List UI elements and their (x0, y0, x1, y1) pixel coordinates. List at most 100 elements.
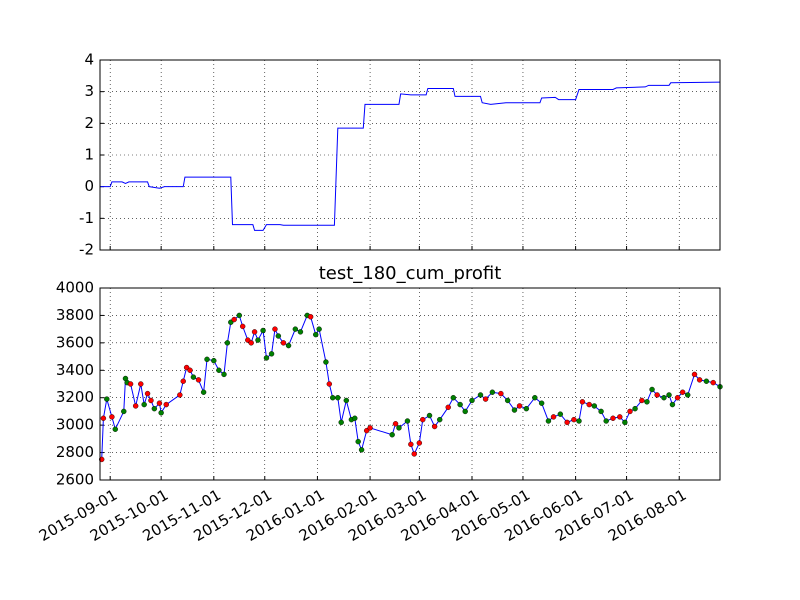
data-point (195, 377, 202, 383)
data-point (330, 395, 336, 401)
data-point (450, 395, 457, 401)
subplot: -2 -1 0 1 2 3 4 (79, 51, 721, 259)
y-tick-label: 3200 (56, 388, 94, 406)
data-point (504, 397, 511, 404)
data-point (445, 404, 451, 411)
data-point (148, 397, 154, 404)
data-point (610, 415, 616, 421)
y-tick-label: -1 (79, 209, 94, 227)
data-point (571, 416, 577, 423)
data-point (144, 390, 151, 397)
data-point (335, 395, 341, 401)
data-point (477, 392, 484, 398)
y-tick-label: 0 (84, 177, 94, 195)
data-point (649, 386, 655, 393)
data-point (280, 340, 287, 346)
data-point (297, 329, 304, 335)
data-point (404, 418, 411, 424)
data-point (109, 414, 115, 420)
subplot: 260028003000320034003600380040002015-09-… (36, 263, 723, 545)
data-point (696, 377, 703, 383)
data-point (158, 410, 164, 416)
data-point (292, 326, 299, 332)
data-point (691, 371, 698, 378)
data-point (462, 408, 468, 415)
data-point (358, 447, 365, 453)
data-point (703, 378, 710, 384)
data-point (211, 357, 217, 364)
axes-frame (99, 59, 721, 251)
data-point (307, 314, 314, 320)
data-point (586, 401, 592, 408)
data-point (408, 441, 414, 448)
y-tick-label: 3000 (56, 416, 94, 434)
y-tick-label: 2600 (56, 471, 94, 489)
data-point (260, 327, 266, 334)
data-point (392, 421, 399, 427)
data-point (151, 405, 158, 412)
data-point (674, 395, 681, 401)
data-point (661, 395, 667, 401)
data-point (138, 381, 144, 387)
data-point (538, 400, 545, 406)
data-point (579, 399, 586, 405)
data-point (666, 392, 672, 398)
data-point (248, 340, 254, 346)
data-point (263, 355, 270, 361)
data-point (511, 407, 518, 413)
data-point (617, 414, 623, 420)
data-point (576, 418, 582, 424)
data-point (437, 416, 443, 423)
data-point (104, 396, 110, 402)
data-point (389, 432, 395, 438)
data-point (564, 419, 570, 426)
data-point (420, 416, 426, 423)
data-point (603, 418, 609, 424)
data-point (639, 397, 645, 404)
data-point (654, 392, 660, 398)
data-point (598, 408, 604, 415)
data-point (231, 316, 237, 323)
y-tick-label: 3400 (56, 361, 94, 379)
data-point (326, 381, 333, 387)
data-point (268, 351, 275, 357)
y-tick-label: 1 (84, 146, 94, 164)
data-point (187, 367, 193, 373)
chart-title: test_180_cum_profit (319, 263, 502, 284)
data-point (489, 389, 496, 395)
data-point (523, 405, 530, 412)
data-point (355, 438, 361, 445)
data-point (482, 396, 489, 402)
data-point (396, 425, 402, 431)
data-point (416, 440, 423, 446)
data-point (557, 411, 564, 417)
data-point (221, 371, 227, 378)
data-point (180, 378, 186, 384)
y-tick-label: 4000 (56, 279, 94, 297)
data-point (255, 337, 261, 343)
y-tick-label: 3600 (56, 333, 94, 351)
data-point (685, 392, 691, 398)
data-point (316, 326, 322, 332)
data-point (141, 401, 147, 408)
data-point (644, 399, 650, 405)
data-point (469, 397, 475, 404)
data-point (591, 403, 598, 409)
data-point (550, 414, 557, 420)
data-point (190, 374, 197, 380)
data-point (275, 333, 282, 339)
y-tick-label: 3800 (56, 306, 94, 324)
data-point (236, 312, 242, 319)
data-point (224, 340, 231, 346)
data-point (632, 405, 638, 412)
data-point (367, 425, 373, 431)
data-point (498, 390, 504, 397)
data-line (100, 81, 721, 231)
y-tick-label: 3 (84, 82, 94, 100)
data-point (457, 401, 463, 408)
y-tick-label: 2800 (56, 443, 94, 461)
data-point (313, 331, 319, 338)
data-point (285, 342, 292, 349)
y-tick-label: -2 (79, 241, 94, 259)
